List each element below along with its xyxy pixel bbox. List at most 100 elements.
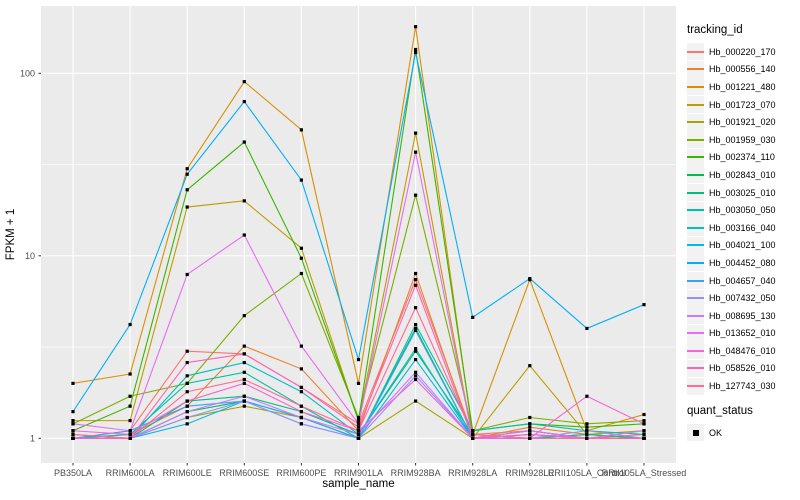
axis-tick-marks [38, 72, 645, 466]
y-tick-label: 100 [20, 68, 35, 78]
data-point [128, 419, 132, 423]
legend-color-line [687, 385, 704, 388]
x-tick-label: RRII105LA_Control [548, 468, 626, 478]
legend-quant-status: quant_status OK [687, 405, 799, 442]
x-tick-label: RRIM600LA [106, 468, 155, 478]
legend-item-Hb_000220_170: Hb_000220_170 [687, 43, 799, 61]
data-point [185, 272, 189, 277]
data-point [185, 410, 189, 414]
data-point [299, 246, 303, 250]
data-point [585, 429, 589, 433]
legend-color-line [687, 138, 704, 141]
legend-key-line-icon [687, 166, 704, 184]
data-point [356, 432, 361, 437]
legend-label: Hb_003050_050 [709, 205, 776, 216]
legend-key-line-icon [687, 324, 704, 342]
data-point [242, 99, 246, 104]
data-point [414, 50, 418, 55]
legend-color-line [687, 103, 704, 106]
data-point [71, 419, 75, 423]
data-point [585, 432, 589, 437]
data-point [471, 429, 475, 433]
legend-key-line-icon [687, 96, 704, 114]
legend-label: Hb_000556_140 [709, 64, 776, 75]
y-tick-label: 10 [25, 251, 35, 261]
data-point [414, 326, 418, 331]
data-points [71, 25, 646, 440]
legend-color-line [687, 226, 704, 229]
data-point [128, 394, 132, 398]
data-point [528, 415, 532, 420]
data-point [356, 422, 361, 426]
legend-color-line [687, 50, 704, 53]
data-point [528, 429, 532, 433]
data-point [242, 140, 246, 144]
data-point [185, 415, 189, 420]
legend-color-line [687, 121, 704, 124]
data-point [185, 349, 189, 353]
legend-title-tracking-id: tracking_id [687, 24, 743, 36]
legend-item-Hb_008695_130: Hb_008695_130 [687, 307, 799, 325]
data-point [242, 399, 246, 403]
data-point [128, 322, 132, 327]
data-point [356, 425, 361, 429]
data-point [356, 429, 361, 433]
x-tick-label: RRIM928LE [505, 468, 554, 478]
data-point [642, 303, 646, 307]
legend-key-line-icon [687, 254, 704, 272]
legend-color-line [687, 314, 704, 317]
legend-label: Hb_004452_080 [709, 257, 776, 268]
data-point [128, 432, 132, 437]
x-tick-label: RRIM600SE [219, 468, 269, 478]
data-point [414, 193, 418, 197]
data-point [414, 47, 418, 52]
legend-key-line-icon [687, 78, 704, 96]
legend-label: Hb_003025_010 [709, 187, 776, 198]
data-point [185, 422, 189, 426]
data-point [185, 390, 189, 394]
data-point [185, 404, 189, 408]
data-point [585, 436, 589, 440]
legend-item-Hb_001723_070: Hb_001723_070 [687, 96, 799, 114]
legend-key-line-icon [687, 236, 704, 254]
legend-key-line-icon [687, 272, 704, 290]
legend-label: Hb_001921_020 [709, 117, 776, 128]
x-tick-label: PB350LA [54, 468, 92, 478]
legend-key-line-icon [687, 219, 704, 237]
legend-color-line [687, 68, 704, 71]
data-point [242, 381, 246, 385]
x-tick-label: RRII105LA_Stressed [602, 468, 687, 478]
legend-item-Hb_058526_010: Hb_058526_010 [687, 359, 799, 378]
data-point [299, 404, 303, 408]
data-point [185, 374, 189, 378]
data-point [299, 422, 303, 426]
data-point [356, 436, 361, 440]
data-point [242, 394, 246, 398]
data-point [414, 399, 418, 403]
legend-key-line-icon [687, 307, 704, 325]
data-point [71, 410, 75, 414]
legend-color-line [687, 297, 704, 300]
data-point [299, 178, 303, 182]
data-point [356, 419, 361, 423]
data-point [414, 25, 418, 29]
legend-label: Hb_001221_480 [709, 81, 776, 92]
legend-item-Hb_001221_480: Hb_001221_480 [687, 78, 799, 96]
data-point [356, 415, 361, 420]
data-point [299, 128, 303, 132]
legend-item-Hb_002843_010: Hb_002843_010 [687, 166, 799, 184]
data-point [242, 370, 246, 374]
data-point [71, 429, 75, 433]
x-axis-title: sample_name [322, 478, 394, 490]
legend-item-Hb_003166_040: Hb_003166_040 [687, 219, 799, 237]
data-point [242, 199, 246, 203]
data-point [299, 256, 303, 260]
data-point [242, 404, 246, 408]
legend-label: Hb_000220_170 [709, 46, 776, 57]
legend-item-Hb_000556_140: Hb_000556_140 [687, 60, 799, 79]
data-point [242, 80, 246, 84]
data-point [71, 436, 75, 440]
data-point [356, 381, 361, 385]
data-point [528, 425, 532, 429]
